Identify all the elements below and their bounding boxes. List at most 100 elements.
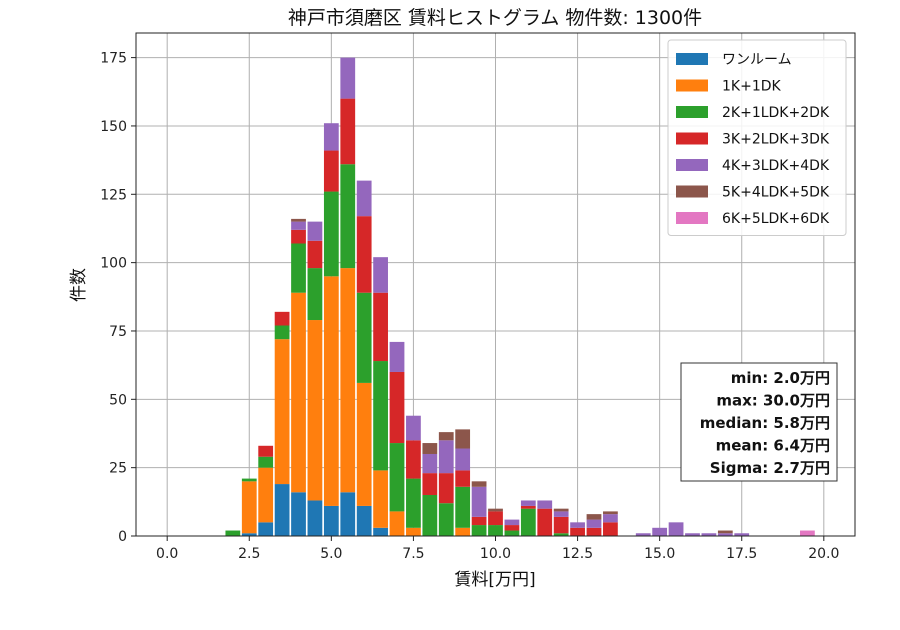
bar-segment-4: [389, 371, 405, 444]
bar-segment-2: [340, 268, 356, 493]
bar-segment-6: [455, 429, 471, 449]
bar-segment-2: [389, 511, 405, 536]
bar-segment-5: [406, 415, 421, 441]
bar-segment-4: [504, 525, 520, 531]
bar-segment-5: [422, 453, 438, 474]
y-tick-label: 125: [100, 187, 127, 203]
stats-line: mean: 6.4万円: [716, 437, 830, 455]
bar-segment-3: [307, 268, 323, 321]
x-tick-label: 10.0: [480, 546, 511, 562]
bar-segment-5: [520, 500, 536, 506]
bar-segment-2: [258, 467, 274, 523]
bar-segment-5: [701, 533, 717, 536]
legend-swatch: [676, 185, 708, 198]
bar-segment-3: [488, 525, 503, 536]
y-tick-label: 50: [109, 392, 127, 408]
bar-segment-2: [291, 292, 306, 493]
bar-segment-5: [455, 448, 471, 471]
bar-segment-2: [406, 527, 421, 536]
bar-segment-3: [225, 530, 241, 536]
x-axis-label: 賃料[万円]: [454, 570, 535, 590]
bar-segment-1: [241, 533, 257, 536]
bar-segment-5: [389, 341, 405, 372]
bar-segment-4: [291, 229, 306, 244]
chart-title: 神戸市須磨区 賃料ヒストグラム 物件数: 1300件: [288, 7, 702, 29]
bar-segment-3: [520, 508, 536, 536]
bar-segment-6: [471, 481, 487, 487]
bar-segment-4: [520, 505, 536, 509]
bar-segment-2: [455, 527, 471, 536]
bar-segment-6: [553, 508, 569, 512]
bar-segment-1: [258, 522, 274, 536]
bar-segment-4: [603, 522, 618, 536]
x-tick-label: 5.0: [320, 546, 342, 562]
bar-segment-2: [373, 470, 388, 528]
bar-segment-2: [241, 481, 257, 534]
bar-segment-6: [438, 432, 454, 441]
bar-segment-6: [422, 443, 438, 454]
x-tick-label: 0.0: [156, 546, 178, 562]
y-axis-label: 件数: [69, 268, 89, 302]
bar-segment-5: [553, 511, 569, 517]
stats-line: max: 30.0万円: [716, 392, 830, 410]
stats-frame: [680, 362, 838, 482]
bar-segment-1: [274, 484, 290, 536]
bar-segment-4: [455, 470, 471, 487]
bar-segment-4: [307, 240, 323, 269]
bar-segment-4: [406, 440, 421, 479]
bar-segment-4: [438, 473, 454, 504]
legend: ワンルーム 1K+1DK 2K+1LDK+2DK 3K+2LDK+3DK 4K+3LDK…: [667, 39, 847, 236]
y-tick-label: 150: [100, 119, 127, 135]
legend-swatch: [676, 106, 708, 118]
legend-label: ワンルーム: [722, 52, 792, 68]
legend-label: 2K+1LDK+2DK: [722, 105, 830, 121]
bar-segment-3: [356, 292, 372, 383]
bar-segment-3: [291, 243, 306, 293]
bar-segment-3: [471, 525, 487, 536]
bar-segment-1: [291, 492, 306, 536]
bar-segment-4: [274, 311, 290, 326]
legend-frame: [667, 39, 847, 236]
stats-line: min: 2.0万円: [731, 369, 830, 387]
stats-box: min: 2.0万円 max: 30.0万円 median: 5.8万円 mean: …: [680, 362, 838, 482]
bar-segment-4: [258, 445, 274, 457]
x-tick-label: 2.5: [238, 546, 260, 562]
bar-segment-1: [373, 527, 388, 536]
bar-segment-3: [406, 478, 421, 528]
bar-segment-5: [586, 519, 602, 528]
bar-segment-3: [504, 530, 520, 536]
bar-segment-3: [274, 325, 290, 340]
bar-segment-5: [734, 533, 750, 536]
bar-segment-6: [603, 511, 618, 515]
bar-segment-6: [586, 514, 602, 520]
bar-segment-5: [373, 257, 388, 293]
bar-segment-4: [570, 527, 585, 536]
y-tick-label: 75: [109, 324, 127, 340]
bar-segment-2: [307, 320, 323, 501]
bar-segment-3: [422, 494, 438, 536]
bar-segment-3: [373, 361, 388, 471]
stats-line: Sigma: 2.7万円: [710, 459, 830, 477]
bar-segment-2: [274, 339, 290, 485]
bar-segment-3: [258, 456, 274, 468]
bar-segment-5: [438, 440, 454, 474]
bar-segment-5: [471, 486, 487, 517]
x-tick-label: 15.0: [644, 546, 675, 562]
legend-swatch: [676, 159, 708, 171]
bar-segment-5: [685, 533, 700, 536]
stats-line: median: 5.8万円: [700, 414, 830, 432]
x-tick-label: 17.5: [726, 546, 757, 562]
bar-segment-5: [537, 500, 553, 509]
bar-segment-3: [340, 164, 356, 269]
bar-segment-3: [553, 533, 569, 536]
bar-segment-3: [323, 191, 339, 277]
x-tick-label: 20.0: [808, 546, 839, 562]
bar-segment-3: [455, 486, 471, 528]
bar-segment-5: [652, 527, 668, 536]
legend-swatch: [676, 53, 708, 65]
bar-segment-4: [323, 150, 339, 192]
legend-swatch: [676, 132, 708, 145]
bar-segment-1: [307, 500, 323, 536]
bar-segment-2: [356, 382, 372, 506]
bar-segment-5: [356, 180, 372, 217]
